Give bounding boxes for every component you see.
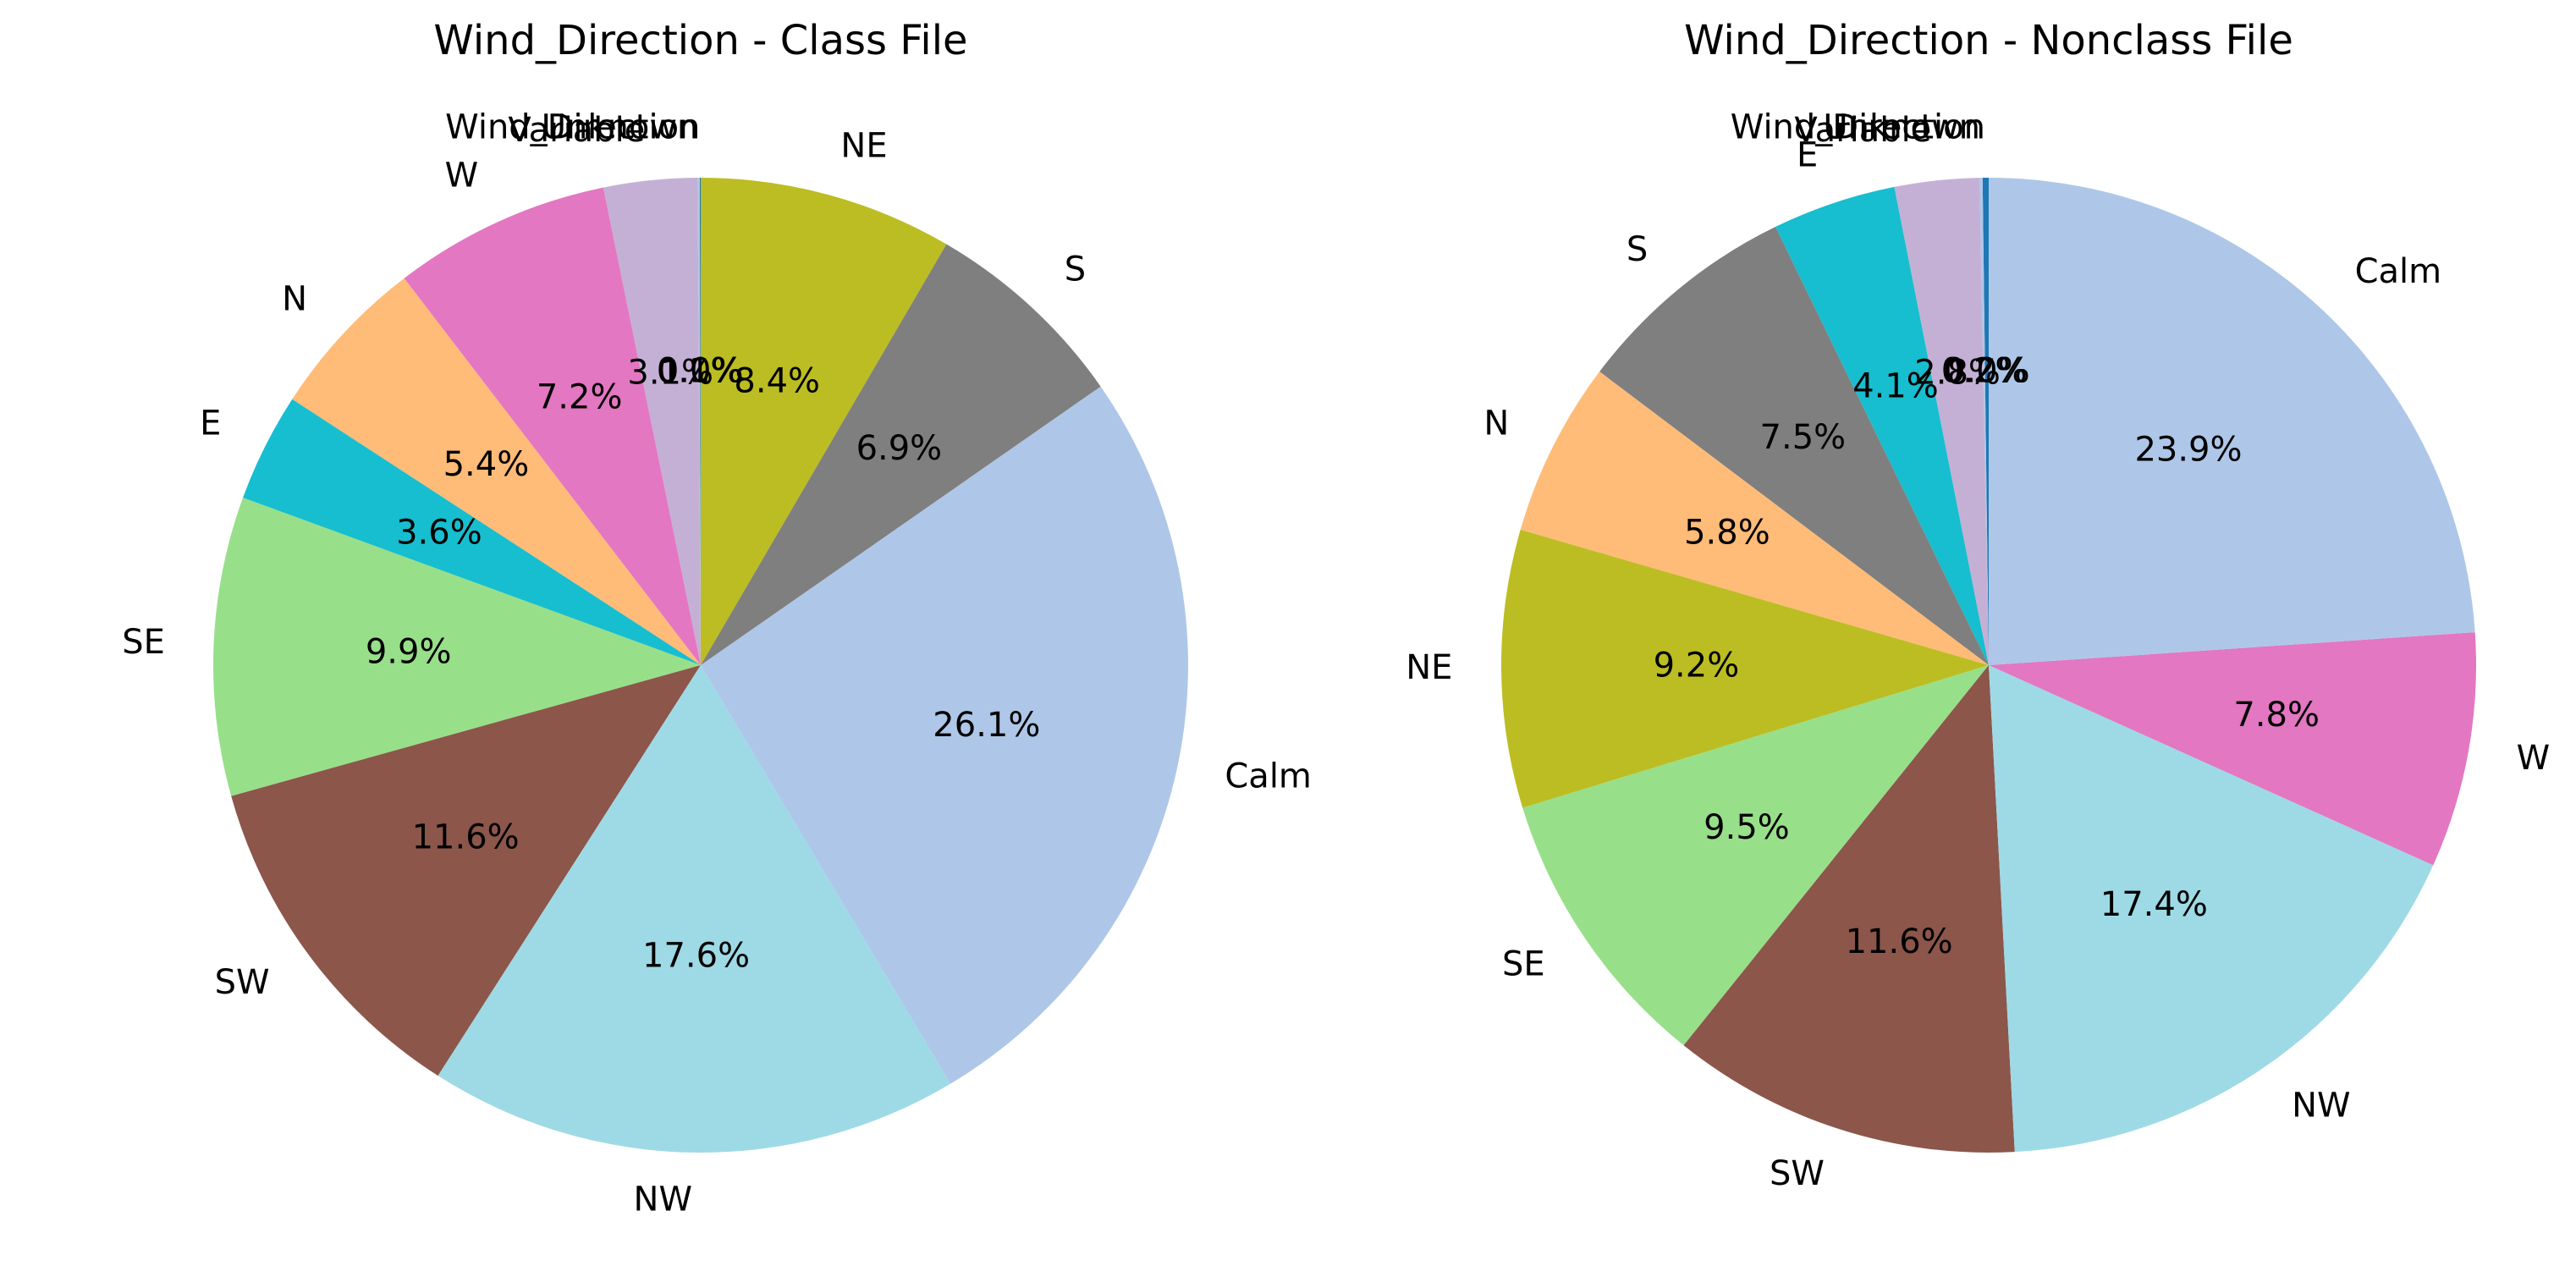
pie-labels-class: Wind_Direction 0.0% Unknown 0.1% Variable 3.1… bbox=[122, 107, 1312, 1219]
slice-label-unknown: Unknown bbox=[1823, 107, 1980, 146]
slice-label-e: E bbox=[200, 405, 221, 443]
pct-label-wind-direction: 0.0% bbox=[1944, 351, 2030, 390]
pct-label-variable: 2.8% bbox=[1914, 353, 2001, 392]
slice-label-n: N bbox=[1483, 405, 1509, 443]
pie-slice-n bbox=[292, 278, 701, 665]
slice-label-ne: NE bbox=[840, 126, 887, 165]
pie-slice-e bbox=[1775, 186, 1989, 666]
pie-slice-unknown bbox=[1979, 178, 1989, 666]
slice-label-sw: SW bbox=[215, 963, 270, 1002]
slice-label-se: SE bbox=[1502, 945, 1545, 984]
pie-slice-ne bbox=[701, 178, 947, 665]
slice-label-w: W bbox=[445, 156, 479, 195]
pie-slice-sw bbox=[1683, 665, 2015, 1153]
pct-label-nw: 17.6% bbox=[642, 937, 750, 976]
pie-slice-wind-direction bbox=[1982, 178, 1989, 665]
slice-label-calm: Calm bbox=[2355, 252, 2442, 291]
slice-label-unknown: Unknown bbox=[542, 107, 699, 146]
slice-label-wind-direction: Wind_Direction bbox=[1731, 107, 1985, 146]
slice-label-e: E bbox=[1797, 135, 1818, 174]
slice-label-wind-direction: Wind_Direction bbox=[445, 107, 700, 146]
pie-slice-n bbox=[1520, 372, 1989, 665]
slice-label-nw: NW bbox=[2292, 1087, 2350, 1126]
slice-label-variable: Variable bbox=[1794, 111, 1931, 150]
pie-slice-variable bbox=[1894, 178, 1989, 665]
pie-slices-nonclass bbox=[1500, 178, 2476, 1153]
pct-label-unknown: 0.1% bbox=[657, 351, 743, 390]
pct-label-se: 9.5% bbox=[1704, 808, 1790, 847]
pct-label-w: 7.2% bbox=[537, 378, 623, 417]
pct-label-se: 9.9% bbox=[366, 632, 452, 671]
pie-slice-wind-direction bbox=[699, 178, 701, 665]
pct-label-s: 6.9% bbox=[856, 429, 943, 468]
pie-slice-sw bbox=[231, 665, 701, 1076]
pie-slice-nw bbox=[1989, 665, 2434, 1153]
pie-slice-w bbox=[404, 187, 701, 665]
pct-label-e: 4.1% bbox=[1852, 366, 1939, 405]
pie-slice-se bbox=[1522, 665, 1989, 1046]
pct-label-nw: 17.4% bbox=[2100, 885, 2208, 924]
pie-slice-se bbox=[213, 498, 702, 796]
slice-label-s: S bbox=[1065, 250, 1086, 289]
pct-label-n: 5.8% bbox=[1684, 513, 1770, 552]
pie-slice-calm bbox=[701, 386, 1188, 1084]
pie-labels-nonclass: Wind_Direction 0.0% Unknown 0.2% Variable 2.8… bbox=[1406, 107, 2550, 1193]
slice-label-se: SE bbox=[122, 623, 165, 662]
chart-title-nonclass: Wind_Direction - Nonclass File bbox=[1684, 17, 2293, 64]
pct-label-calm: 23.9% bbox=[2134, 431, 2242, 470]
pie-chart-class: Wind_Direction - Class File Wind_Directi… bbox=[122, 17, 1312, 1219]
pct-label-wind-direction: 0.0% bbox=[658, 351, 744, 390]
pct-label-variable: 3.1% bbox=[627, 353, 713, 392]
slice-label-ne: NE bbox=[1406, 648, 1452, 687]
pct-label-n: 5.4% bbox=[443, 445, 530, 484]
pie-slice-s bbox=[1599, 227, 1989, 665]
pct-label-sw: 11.6% bbox=[412, 818, 520, 857]
slice-label-sw: SW bbox=[1770, 1154, 1825, 1193]
pct-label-e: 3.6% bbox=[396, 513, 482, 552]
pie-slice-ne bbox=[1500, 530, 1989, 808]
pie-slice-variable bbox=[603, 178, 701, 665]
pie-chart-nonclass: Wind_Direction - Nonclass File Wind_Dire… bbox=[1406, 17, 2550, 1193]
slice-label-variable: Variable bbox=[508, 111, 645, 150]
pct-label-ne: 9.2% bbox=[1654, 647, 1740, 685]
pct-label-s: 7.5% bbox=[1760, 418, 1847, 457]
slice-label-s: S bbox=[1627, 230, 1648, 269]
slice-label-calm: Calm bbox=[1225, 757, 1312, 795]
pie-slice-e bbox=[243, 399, 701, 665]
pct-label-w: 7.8% bbox=[2233, 696, 2320, 735]
pie-slice-s bbox=[701, 244, 1101, 665]
pct-label-unknown: 0.2% bbox=[1941, 351, 2028, 390]
slice-label-nw: NW bbox=[634, 1181, 692, 1219]
pct-label-calm: 26.1% bbox=[933, 706, 1040, 745]
slice-label-w: W bbox=[2517, 739, 2551, 778]
pie-slice-calm bbox=[1989, 178, 2475, 665]
pie-slice-nw bbox=[438, 665, 951, 1153]
pie-slices-class bbox=[213, 178, 1188, 1153]
pct-label-ne: 8.4% bbox=[734, 361, 820, 400]
pie-slice-w bbox=[1989, 632, 2476, 866]
pct-label-sw: 11.6% bbox=[1846, 922, 1953, 961]
chart-title-class: Wind_Direction - Class File bbox=[433, 17, 967, 64]
slice-label-n: N bbox=[282, 280, 307, 319]
pie-slice-unknown bbox=[697, 178, 701, 665]
